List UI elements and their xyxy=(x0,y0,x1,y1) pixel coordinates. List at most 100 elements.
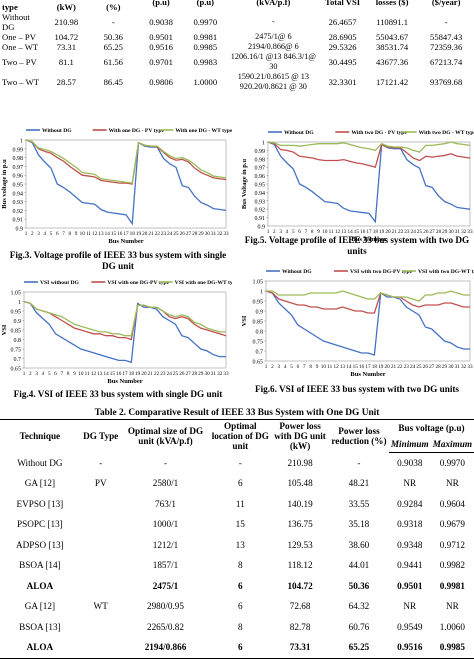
table2-cell-loss: 210.98 xyxy=(287,457,313,468)
summary-cell-vsi: 30.4495 xyxy=(328,57,357,67)
table2-cell-max: NR xyxy=(445,601,459,612)
x-tick-label: 3 xyxy=(35,371,38,377)
x-tick-label: 18 xyxy=(372,364,378,370)
y-tick-label: 1 xyxy=(20,139,23,145)
table2-cell-min: NR xyxy=(403,601,417,612)
x-tick-label: 25 xyxy=(417,229,423,235)
table2-cell-loc: 6 xyxy=(237,601,243,612)
x-tick-label: 10 xyxy=(78,371,84,377)
table2-cell-loss: 118.12 xyxy=(287,560,313,571)
x-tick-label: 11 xyxy=(329,229,334,235)
series-line-1 xyxy=(265,290,470,356)
table2-cell-technique: Without DG xyxy=(17,457,63,468)
x-tick-label: 24 xyxy=(167,231,173,237)
x-tick-label: 5 xyxy=(292,229,295,235)
y-tick-label: 0.95 xyxy=(255,183,266,189)
x-tick-label: 33 xyxy=(223,371,229,377)
x-tick-label: 15 xyxy=(353,364,359,370)
summary-header-vmax: (p.u) xyxy=(196,0,215,7)
table2: Technique DG Type Optimal size of DG uni… xyxy=(0,418,474,659)
table2-cell-type: WT xyxy=(93,601,108,612)
y-tick-label: 0.92 xyxy=(13,209,24,215)
summary-header-reduction: reduction (%) xyxy=(96,0,131,12)
table2-header-row: Technique DG Type Optimal size of DG uni… xyxy=(0,418,474,452)
x-tick-label: 29 xyxy=(442,229,448,235)
table2-cell-red: 60.76 xyxy=(348,621,370,632)
table2-row: EVPSO [13] 763/1 11 140.19 33.55 0.9284 0.9604 xyxy=(0,494,474,515)
table2-cell-max: 0.9712 xyxy=(439,539,465,550)
table2-cell-loss: 73.31 xyxy=(271,637,329,659)
x-tick-label: 19 xyxy=(136,231,142,237)
table2-cell-size: 2580/1 xyxy=(152,478,179,489)
summary-cell-vmin: 0.9701 xyxy=(149,57,173,67)
summary-cell-size: 1590.21/0.8615 @ 13 920.20/0.8621 @ 30 xyxy=(237,72,309,91)
x-tick-label: 30 xyxy=(448,229,454,235)
table2-body: Without DG - - - 210.98 - 0.9038 0.9970 GA [12] P… xyxy=(0,452,474,659)
summary-cell-saving: - xyxy=(444,17,448,27)
x-tick-label: 16 xyxy=(116,371,122,377)
x-tick-label: 24 xyxy=(167,371,173,377)
x-tick-label: 7 xyxy=(62,231,65,237)
table2-cell-size: 2980/0.95 xyxy=(146,601,184,612)
series-line-1 xyxy=(23,300,226,364)
x-tick-label: 27 xyxy=(186,371,192,377)
x-tick-label: 20 xyxy=(141,371,147,377)
x-tick-label: 4 xyxy=(42,371,45,377)
table2-cell-red: 35.18 xyxy=(348,519,370,530)
x-tick-label: 32 xyxy=(461,229,467,235)
table2-cell-max: 0.9970 xyxy=(439,457,465,468)
y-tick-label: 0.94 xyxy=(255,191,266,197)
y-tick-label: 0.8 xyxy=(14,338,22,344)
summary-cell-red: 65.25 xyxy=(103,42,123,52)
x-tick-label: 13 xyxy=(340,364,346,370)
series-line-2 xyxy=(25,139,227,185)
table2-header-minimum: Minimum xyxy=(388,435,431,453)
table2-cell-size: 763/1 xyxy=(155,498,176,509)
x-tick-label: 3 xyxy=(37,231,40,237)
summary-header-row: units and type losses (kW) reduction (%)… xyxy=(0,0,474,12)
x-tick-label: 29 xyxy=(198,231,204,237)
x-tick-label: 20 xyxy=(385,229,391,235)
table2-cell-size: 1857/1 xyxy=(152,560,179,571)
x-tick-label: 23 xyxy=(404,364,410,370)
x-tick-label: 16 xyxy=(359,364,365,370)
table2-header-type: DG Type xyxy=(79,419,122,452)
x-tick-label: 28 xyxy=(192,231,198,237)
x-tick-label: 33 xyxy=(467,229,473,235)
legend-label: Without DG xyxy=(284,130,314,136)
table2-cell-red: 33.55 xyxy=(348,498,370,509)
x-tick-label: 9 xyxy=(73,371,76,377)
y-tick-label: 0.65 xyxy=(11,367,22,373)
series-line-1 xyxy=(267,141,471,224)
x-tick-label: 20 xyxy=(142,231,148,237)
table2-cell-size: 2265/0.82 xyxy=(146,621,184,632)
x-tick-label: 27 xyxy=(429,364,435,370)
table2-title: Table 2. Comparative Result of IEEE 33 B… xyxy=(94,408,380,418)
x-axis-label: Bus Number xyxy=(350,371,385,378)
x-axis-label: Bus Number xyxy=(107,378,142,385)
x-tick-label: 5 xyxy=(290,364,293,370)
summary-cell-cost: 43677.36 xyxy=(375,57,409,67)
table2-cell-technique: GA [12] xyxy=(24,478,56,489)
y-tick-label: 0.98 xyxy=(13,156,24,162)
x-tick-label: 12 xyxy=(91,371,97,377)
table2-row: PSOPC [13] 1000/1 15 136.75 35.18 0.9318 0.967… xyxy=(0,514,474,535)
table2-cell-min: 0.9516 xyxy=(388,637,431,659)
summary-header-vmin: (p.u) xyxy=(152,0,170,7)
table2-cell-max: 0.9982 xyxy=(439,560,465,571)
table2-cell-max: 0.9981 xyxy=(439,580,465,591)
summary-cell-saving: 67213.74 xyxy=(430,57,463,67)
x-tick-label: 24 xyxy=(411,229,417,235)
x-tick-label: 10 xyxy=(321,364,327,370)
series-line-2 xyxy=(267,141,471,168)
summary-cell-loss: 73.31 xyxy=(56,42,77,52)
plot-area xyxy=(23,291,227,369)
table2-header-size: Optimal size of DG unit (kVA/p.f) xyxy=(121,419,210,452)
y-tick-label: 0.9 xyxy=(258,225,266,231)
table2-cell-size: 2194/0.866 xyxy=(121,637,210,659)
x-tick-label: 26 xyxy=(179,371,185,377)
y-tick-label: 1.05 xyxy=(11,291,22,297)
table2-cell-technique: ADPSO [13] xyxy=(16,539,64,550)
table2-cell-technique: BSOA [14] xyxy=(19,560,61,571)
table2-cell-max: 1.0060 xyxy=(439,621,465,632)
